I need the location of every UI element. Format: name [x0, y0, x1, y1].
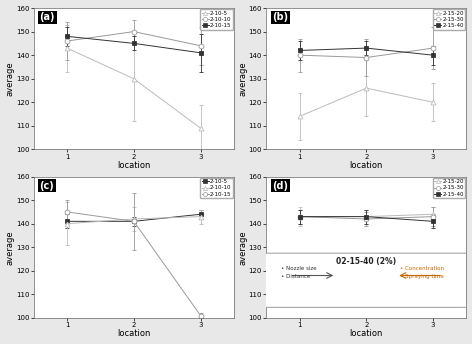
- Legend: 2-15-20, 2-15-30, 2-15-40: 2-15-20, 2-15-30, 2-15-40: [433, 9, 465, 30]
- Legend: 2-10-5, 2-10-10, 2-10-15: 2-10-5, 2-10-10, 2-10-15: [200, 9, 233, 30]
- Text: (a): (a): [40, 12, 55, 22]
- Legend: 2-15-20, 2-15-30, 2-15-40: 2-15-20, 2-15-30, 2-15-40: [433, 178, 465, 198]
- Text: 02-15-40 (2%): 02-15-40 (2%): [336, 257, 396, 266]
- Y-axis label: average: average: [6, 230, 15, 265]
- Y-axis label: average: average: [238, 61, 247, 96]
- Y-axis label: average: average: [6, 61, 15, 96]
- FancyBboxPatch shape: [245, 253, 472, 307]
- X-axis label: location: location: [117, 330, 151, 338]
- X-axis label: location: location: [117, 161, 151, 170]
- X-axis label: location: location: [350, 330, 383, 338]
- Text: • Distance: • Distance: [281, 274, 310, 279]
- Text: • Spraying time: • Spraying time: [400, 274, 444, 279]
- Text: (d): (d): [272, 181, 288, 191]
- Text: (b): (b): [272, 12, 288, 22]
- Y-axis label: average: average: [238, 230, 247, 265]
- Text: (c): (c): [40, 181, 54, 191]
- Text: • Nozzle size: • Nozzle size: [281, 266, 316, 271]
- Text: • Concentration: • Concentration: [400, 266, 444, 271]
- X-axis label: location: location: [350, 161, 383, 170]
- Legend: 2-10-5, 2-10-10, 2-10-15: 2-10-5, 2-10-10, 2-10-15: [200, 178, 233, 198]
